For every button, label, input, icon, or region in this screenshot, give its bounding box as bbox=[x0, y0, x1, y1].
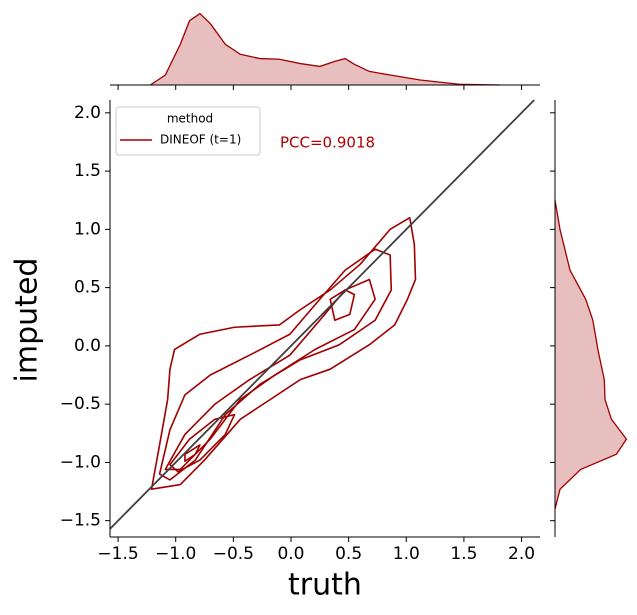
x-tick-label: 1.5 bbox=[450, 544, 477, 564]
x-tick-label: 0.5 bbox=[335, 544, 362, 564]
contour bbox=[164, 278, 376, 471]
y-tick-label: −0.5 bbox=[60, 394, 101, 414]
contour bbox=[150, 216, 417, 491]
y-tick-label: 1.5 bbox=[74, 161, 101, 181]
x-tick-label: 1.0 bbox=[393, 544, 420, 564]
contour bbox=[169, 413, 236, 473]
marginal-y-line bbox=[554, 200, 628, 510]
y-tick-label: −1.5 bbox=[60, 511, 101, 531]
y-tick-label: −1.0 bbox=[60, 452, 101, 472]
y-tick-label: 2.0 bbox=[74, 103, 101, 123]
contour bbox=[158, 248, 393, 481]
marginal-x-area bbox=[150, 13, 500, 86]
contour bbox=[329, 289, 356, 322]
y-tick-label: 1.0 bbox=[74, 219, 101, 239]
identity-line bbox=[109, 99, 535, 530]
contour bbox=[184, 444, 201, 463]
x-tick-label: 2.0 bbox=[508, 544, 535, 564]
marginal-y-area bbox=[555, 200, 627, 510]
y-tick-label: 0.5 bbox=[74, 278, 101, 298]
x-tick-label: −1.0 bbox=[155, 544, 196, 564]
legend-title: method bbox=[167, 112, 213, 126]
annotation: PCC=0.9018 bbox=[280, 134, 375, 152]
y-tick-label: 0.0 bbox=[74, 336, 101, 356]
x-tick-label: −0.5 bbox=[213, 544, 254, 564]
x-tick-label: −1.5 bbox=[97, 544, 138, 564]
x-axis-label: truth bbox=[288, 568, 362, 603]
legend-label: DINEOF (t=1) bbox=[160, 133, 241, 147]
y-axis-label: imputed bbox=[10, 258, 45, 383]
marginal-x-line bbox=[149, 12, 500, 86]
legend-box bbox=[115, 106, 261, 156]
x-tick-label: 0.0 bbox=[277, 544, 304, 564]
